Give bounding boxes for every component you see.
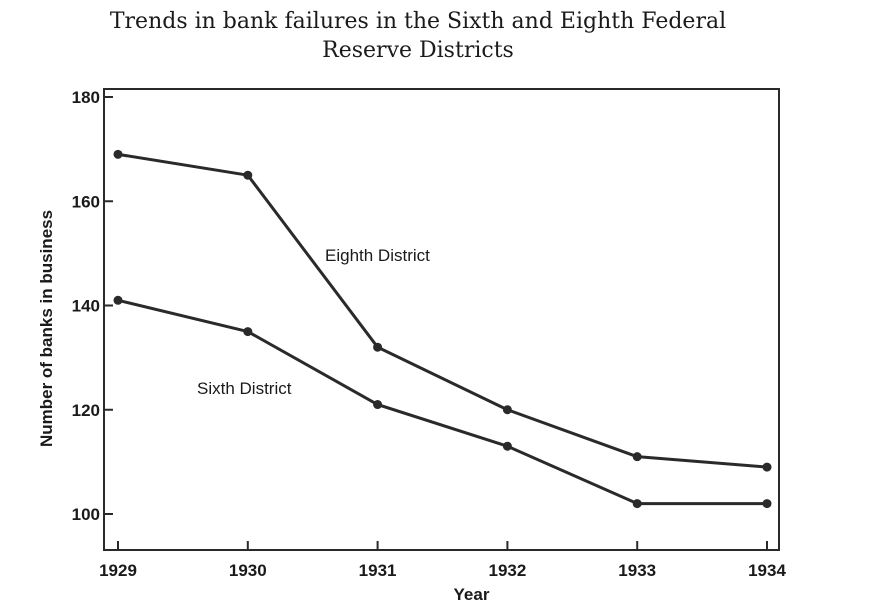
series-label-sixth-district: Sixth District bbox=[197, 379, 292, 398]
data-point bbox=[373, 400, 383, 410]
data-point bbox=[113, 149, 123, 159]
x-tick-label: 1931 bbox=[359, 561, 397, 580]
data-point bbox=[373, 342, 383, 352]
data-point bbox=[762, 462, 772, 472]
y-tick-label: 140 bbox=[72, 297, 100, 316]
y-tick-label: 100 bbox=[72, 505, 100, 524]
x-tick-label: 1934 bbox=[748, 561, 786, 580]
y-tick-label: 160 bbox=[72, 192, 100, 211]
x-tick-label: 1932 bbox=[488, 561, 526, 580]
data-point bbox=[113, 295, 123, 305]
data-point bbox=[762, 499, 772, 509]
series-line-sixth-district bbox=[117, 298, 767, 506]
x-tick-label: 1933 bbox=[618, 561, 656, 580]
data-point bbox=[502, 441, 512, 451]
y-tick-label: 180 bbox=[72, 88, 100, 107]
x-tick-label: 1929 bbox=[99, 561, 137, 580]
plot-frame bbox=[103, 88, 780, 551]
x-axis-label: Year bbox=[454, 585, 490, 604]
x-tick-label: 1930 bbox=[229, 561, 267, 580]
data-point bbox=[243, 327, 253, 337]
data-point bbox=[632, 499, 642, 509]
series-layer bbox=[113, 149, 772, 509]
data-point bbox=[502, 405, 512, 415]
series-label-eighth-district: Eighth District bbox=[325, 246, 430, 265]
y-tick-label: 120 bbox=[72, 401, 100, 420]
data-point bbox=[632, 452, 642, 462]
chart-title-line-1: Trends in bank failures in the Sixth and… bbox=[110, 9, 726, 34]
y-axis-label: Number of banks in business bbox=[37, 210, 56, 447]
data-point bbox=[243, 170, 253, 180]
x-axis: 1929 1930 1931 1932 1933 1934 bbox=[99, 541, 786, 580]
y-axis: 100 120 140 160 180 bbox=[72, 88, 113, 524]
chart-title-line-2: Reserve Districts bbox=[322, 38, 514, 63]
chart-title: Trends in bank failures in the Sixth and… bbox=[110, 9, 726, 63]
series-line-eighth-district bbox=[117, 152, 768, 469]
